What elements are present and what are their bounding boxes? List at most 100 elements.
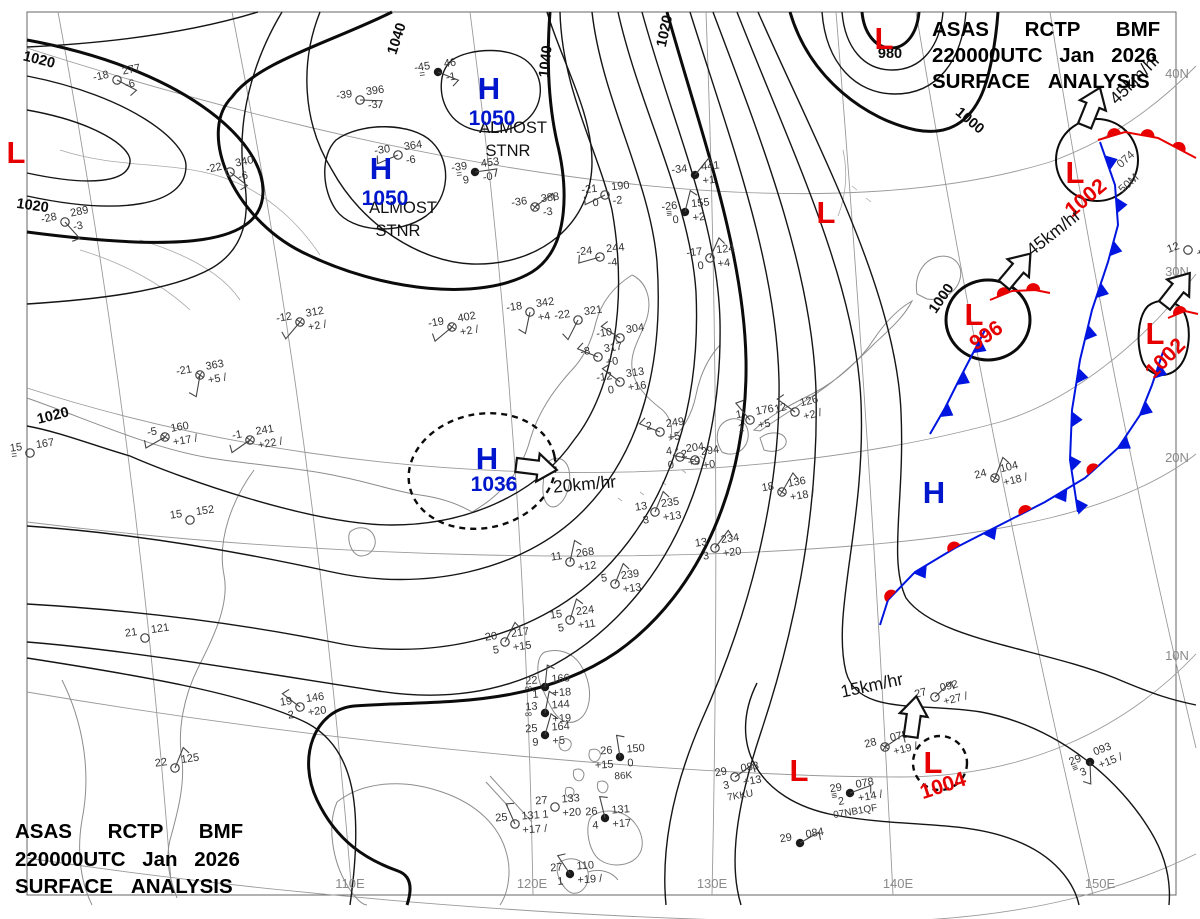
station-circle [745,415,755,425]
dashed-system-outline [911,734,969,792]
wind-barb [781,471,799,493]
station-temperature: 4 [665,445,673,458]
station-circle [600,190,610,200]
station-plot: -30 364-6 [374,139,423,167]
station-plot: -12 312+2 / [275,305,328,340]
station-temperature: -18 [92,69,110,84]
station-circle [295,317,305,327]
station-plot: 15 224+11 5 [549,598,596,635]
coastline [564,787,575,798]
cold-front-triangle [1069,455,1082,472]
pressure-center-letter: L [875,21,894,56]
movement-arrow-icon [514,451,559,484]
station-temperature: 29 [779,831,793,845]
station-plot: 18 136+18 / [761,471,816,504]
station-circle [880,742,890,752]
dashed-outlines [407,411,969,792]
station-circle [112,75,122,85]
station-pressure-change: +17 / [522,823,548,837]
station-plot: 21 121 [124,622,170,643]
wind-barb [116,79,138,97]
coastline [759,432,787,452]
station-circle [195,370,205,380]
wind-barb [544,690,557,714]
station-pressure: 304 [625,322,645,336]
wind-barb [556,853,571,875]
station-pressure-change: +12 [577,559,597,573]
station-plots: -18 277-6-22 340-6-28 289-3-45 46-1=-39 396-3… [9,56,1200,887]
cold-front-triangle [1075,498,1089,515]
coastline [752,299,914,432]
station-plot: 22 125 [154,746,200,773]
station-pressure-change: +13 [622,581,642,595]
longitude-label: 120E [517,876,548,891]
station-plot: 11 268+12 [550,539,597,574]
graticule-line [1049,11,1197,749]
station-temperature: -30 [374,143,391,157]
station-pressure: 126 [799,393,820,409]
station-dewpoint: 1 [532,688,539,700]
station-circle [593,352,603,362]
station-pressure: 150 [626,742,645,755]
station-dewpoint: 0 [667,459,675,472]
pressure-center-letter: L [790,753,809,788]
station-weather-symbol: ≡ [666,208,673,220]
movement-arrow-icon [1157,271,1191,312]
station-pressure: 176 [755,403,775,418]
isobar [26,11,659,581]
station-pressure: 313 [625,366,645,380]
dashed-system-outline [407,411,557,531]
station-plot: 19 146+20 2 [279,688,327,722]
station-plot: -22 321 [554,304,603,341]
chart-id-line: ASAS RCTP BMF [15,820,243,843]
wind-barb [672,448,696,461]
station-pressure-change: 0 [627,757,634,769]
low-pressure-center: L [790,753,809,788]
station-temperature: 13 [694,536,708,550]
station-plot: -26 155+2 0≡ [661,189,710,226]
station-pressure: 249 [665,416,685,430]
station-pressure: 289 [69,204,89,220]
isobar [26,657,357,906]
station-temperature: 15 [9,441,23,455]
station-circle [170,763,180,773]
station-temperature: -36 [511,195,528,209]
station-pressure-change: -3 [542,206,553,219]
coastline [587,810,643,866]
station-circle [60,217,70,227]
warm-front-semicircle [1140,129,1155,138]
station-pressure: 388 [540,191,560,205]
station-dewpoint: 0 [697,260,704,273]
wind-barb [281,321,301,340]
latitude-label: 20N [1165,450,1189,465]
station-plot: -17 124+4 0 [686,236,736,273]
coastline [61,679,93,906]
wind-barb [734,399,751,421]
station-pressure: 136 [787,475,807,490]
station-pressure-change: -3 [72,219,84,233]
station-plot: 29 084 [779,826,825,848]
station-pressure: 224 [575,604,595,618]
isobar-value-label: 1040 [385,21,410,57]
station-plot: -21 363+5 / [175,358,228,398]
graticule-line [57,11,173,896]
isobar-value-label: 1000 [952,104,987,137]
station-dewpoint: 4 [592,819,599,831]
station-pressure: 124 [716,242,736,256]
wind-barb [614,562,630,585]
station-pressure-change: -1 [445,71,456,84]
station-weather-symbol: ∞ [525,683,533,694]
station-dewpoint: +15 [594,758,613,771]
station-pressure: 342 [535,296,555,310]
warm-front [1097,128,1197,159]
system-movement [1157,271,1191,312]
station-temperature: 19 [279,695,293,709]
station-plot: -22 340-6 [205,154,255,191]
station-plot: -45 46-1 = [414,56,460,87]
front-line [1167,309,1199,319]
station-pressure-change: -0 [482,171,493,184]
station-pressure: 453 [480,156,500,170]
chart-type-line: SURFACE ANALYSIS [15,875,233,898]
